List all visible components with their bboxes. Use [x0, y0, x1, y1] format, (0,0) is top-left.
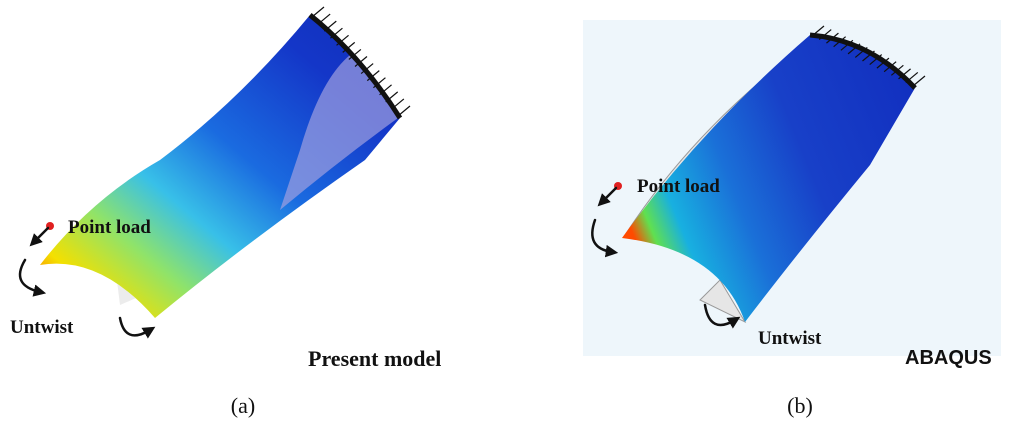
annotation: Point load	[637, 176, 720, 197]
panel-b: Point load Untwist ABAQUS (b)	[583, 20, 1001, 418]
hatch	[318, 14, 330, 24]
load-arrow	[34, 228, 48, 242]
model-label: ABAQUS	[905, 347, 992, 369]
model-label: Present model	[308, 346, 441, 371]
panel-a: Point load Untwist Present model (a)	[10, 15, 441, 418]
figure: Point load Untwist Present model (a) Poi…	[0, 0, 1013, 428]
caption: (b)	[787, 393, 813, 418]
hatch	[398, 106, 410, 116]
annotation: Untwist	[10, 317, 74, 338]
caption: (a)	[231, 393, 255, 418]
annotation: Untwist	[758, 328, 822, 349]
twist-arrow	[120, 318, 150, 335]
hatch	[312, 7, 324, 17]
annotation: Point load	[68, 217, 151, 238]
twist-arrow	[20, 260, 40, 292]
